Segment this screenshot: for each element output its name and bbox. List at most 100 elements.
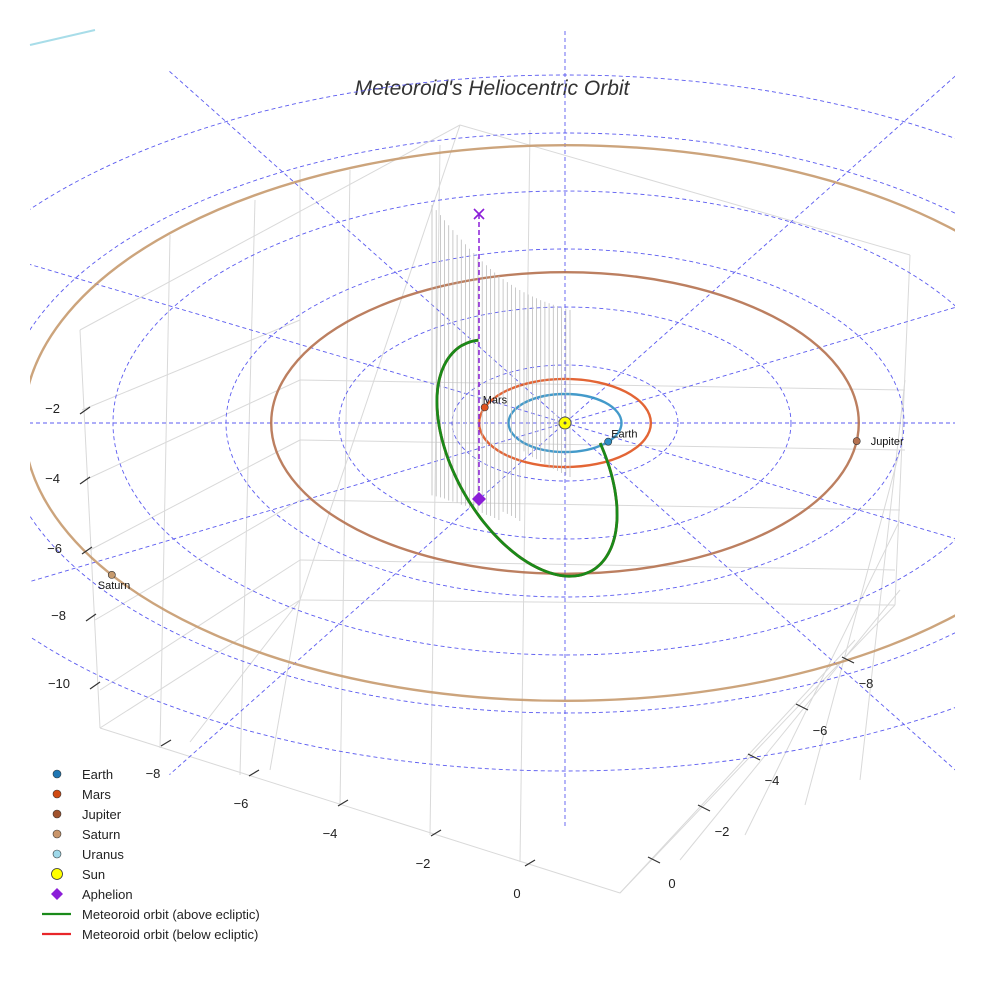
- meteoroid-orbit: [435, 208, 619, 578]
- legend-earth-label: Earth: [82, 767, 113, 782]
- y-tick-label: −8: [51, 608, 66, 623]
- legend-jupiter-marker: [52, 809, 62, 819]
- mars-label: Mars: [483, 394, 508, 406]
- right-tick-label: −6: [813, 723, 828, 738]
- box-gridline: [79, 329, 101, 729]
- legend: Earth Mars Jupiter Saturn Uranus Sun Aphelion M…: [42, 767, 260, 942]
- x-tick-label: −4: [323, 826, 338, 841]
- box-gridline: [299, 499, 901, 511]
- uranus-orbit-fragment: [29, 29, 96, 46]
- x-tick-label: −2: [416, 856, 431, 871]
- polar-grid-spoke: [169, 71, 955, 771]
- x-tick-label: −6: [234, 796, 249, 811]
- box-gridline: [299, 599, 896, 606]
- y-tick-label: −2: [45, 401, 60, 416]
- planet-markers: Earth Mars Jupiter Saturn: [98, 394, 904, 592]
- saturn-orbit: [30, 144, 955, 702]
- box-gridline: [299, 124, 461, 601]
- box-gridline: [99, 727, 621, 894]
- legend-jupiter-label: Jupiter: [82, 807, 122, 822]
- right-tick-label: 0: [668, 876, 675, 891]
- box-gridline: [429, 144, 441, 836]
- chart-title: Meteoroid's Heliocentric Orbit: [355, 77, 631, 100]
- box-gridline: [189, 599, 301, 743]
- legend-saturn-label: Saturn: [82, 827, 120, 842]
- box-gridline: [159, 234, 171, 749]
- legend-aphelion-marker: [51, 888, 63, 900]
- earth-orbit: [507, 392, 623, 454]
- box-gridline: [804, 449, 901, 806]
- polar-grid-spoke: [169, 75, 955, 775]
- y-tick-mark: [85, 613, 97, 622]
- x-tick-mark: [248, 769, 260, 777]
- x-tick-mark: [524, 859, 536, 867]
- saturn-label: Saturn: [98, 580, 130, 592]
- x-tick-mark: [160, 739, 172, 747]
- right-tick-label: −8: [859, 676, 874, 691]
- box-gridline: [619, 639, 856, 894]
- box-gridline: [459, 124, 911, 256]
- box-gridline: [89, 439, 301, 551]
- box-gridline: [99, 599, 301, 729]
- aphelion-3d-marker: [473, 208, 485, 220]
- sun-center: [563, 421, 567, 425]
- box-gridline: [239, 199, 256, 776]
- legend-sun-marker: [51, 868, 63, 880]
- box-gridline: [519, 129, 531, 863]
- box-gridline: [339, 169, 351, 806]
- jupiter-label: Jupiter: [871, 436, 904, 448]
- x-tick-label: 0: [513, 886, 520, 901]
- legend-mars-marker: [52, 789, 62, 799]
- meteoroid-drop-lines: [431, 205, 571, 521]
- x-tick-label: −8: [146, 766, 161, 781]
- box-gridline: [859, 379, 906, 781]
- y-tick-label: −6: [47, 541, 62, 556]
- y-tick-mark: [89, 681, 101, 690]
- box-gridline: [619, 604, 896, 894]
- x-tick-mark: [430, 829, 442, 837]
- box-gridline: [99, 559, 301, 691]
- legend-sun-label: Sun: [82, 867, 105, 882]
- jupiter-orbit: [270, 271, 860, 576]
- meteoroid-orbit-above: [435, 338, 619, 578]
- box-gridline: [744, 519, 901, 836]
- box-gridline: [679, 589, 901, 861]
- right-tick-mark: [697, 804, 711, 812]
- aphelion-marker: [472, 492, 486, 506]
- y-tick-label: −4: [45, 471, 60, 486]
- legend-mars-label: Mars: [82, 787, 111, 802]
- legend-uranus-label: Uranus: [82, 847, 124, 862]
- planet-orbits: [30, 144, 955, 702]
- right-tick-mark: [747, 753, 761, 761]
- box-gridline: [894, 254, 911, 606]
- jupiter-marker: [852, 437, 861, 445]
- box-gridline: [84, 379, 301, 481]
- earth-marker: [604, 437, 613, 446]
- mars-marker: [480, 403, 489, 412]
- y-tick-mark: [79, 406, 91, 415]
- legend-aphelion-label: Aphelion: [82, 887, 133, 902]
- polar-grid: [30, 30, 955, 829]
- axis-ticks: −2 −4 −6 −8 −10 −8 −6 −4 −2 0 −8 −6 −4 −2 0: [45, 401, 873, 901]
- legend-saturn-marker: [52, 829, 62, 839]
- legend-meteoroid-orbit-above-ecliptic-label: Meteoroid orbit (above ecliptic): [82, 907, 260, 922]
- box-gridline: [269, 599, 301, 771]
- box-gridline: [79, 124, 461, 331]
- y-tick-mark: [81, 546, 93, 555]
- legend-meteoroid-orbit-below-ecliptic-label: Meteoroid orbit (below ecliptic): [82, 927, 258, 942]
- y-tick-mark: [79, 476, 91, 485]
- y-tick-label: −10: [48, 676, 70, 691]
- right-tick-label: −2: [715, 824, 730, 839]
- x-tick-mark: [337, 799, 349, 807]
- right-tick-label: −4: [765, 773, 780, 788]
- box-gridline: [81, 319, 301, 411]
- legend-earth-marker: [52, 769, 62, 779]
- legend-uranus-marker: [52, 849, 62, 859]
- box-gridline: [94, 499, 301, 621]
- right-tick-mark: [841, 656, 855, 664]
- earth-label: Earth: [611, 429, 637, 441]
- saturn-marker: [107, 571, 116, 579]
- axis-box: [79, 124, 911, 894]
